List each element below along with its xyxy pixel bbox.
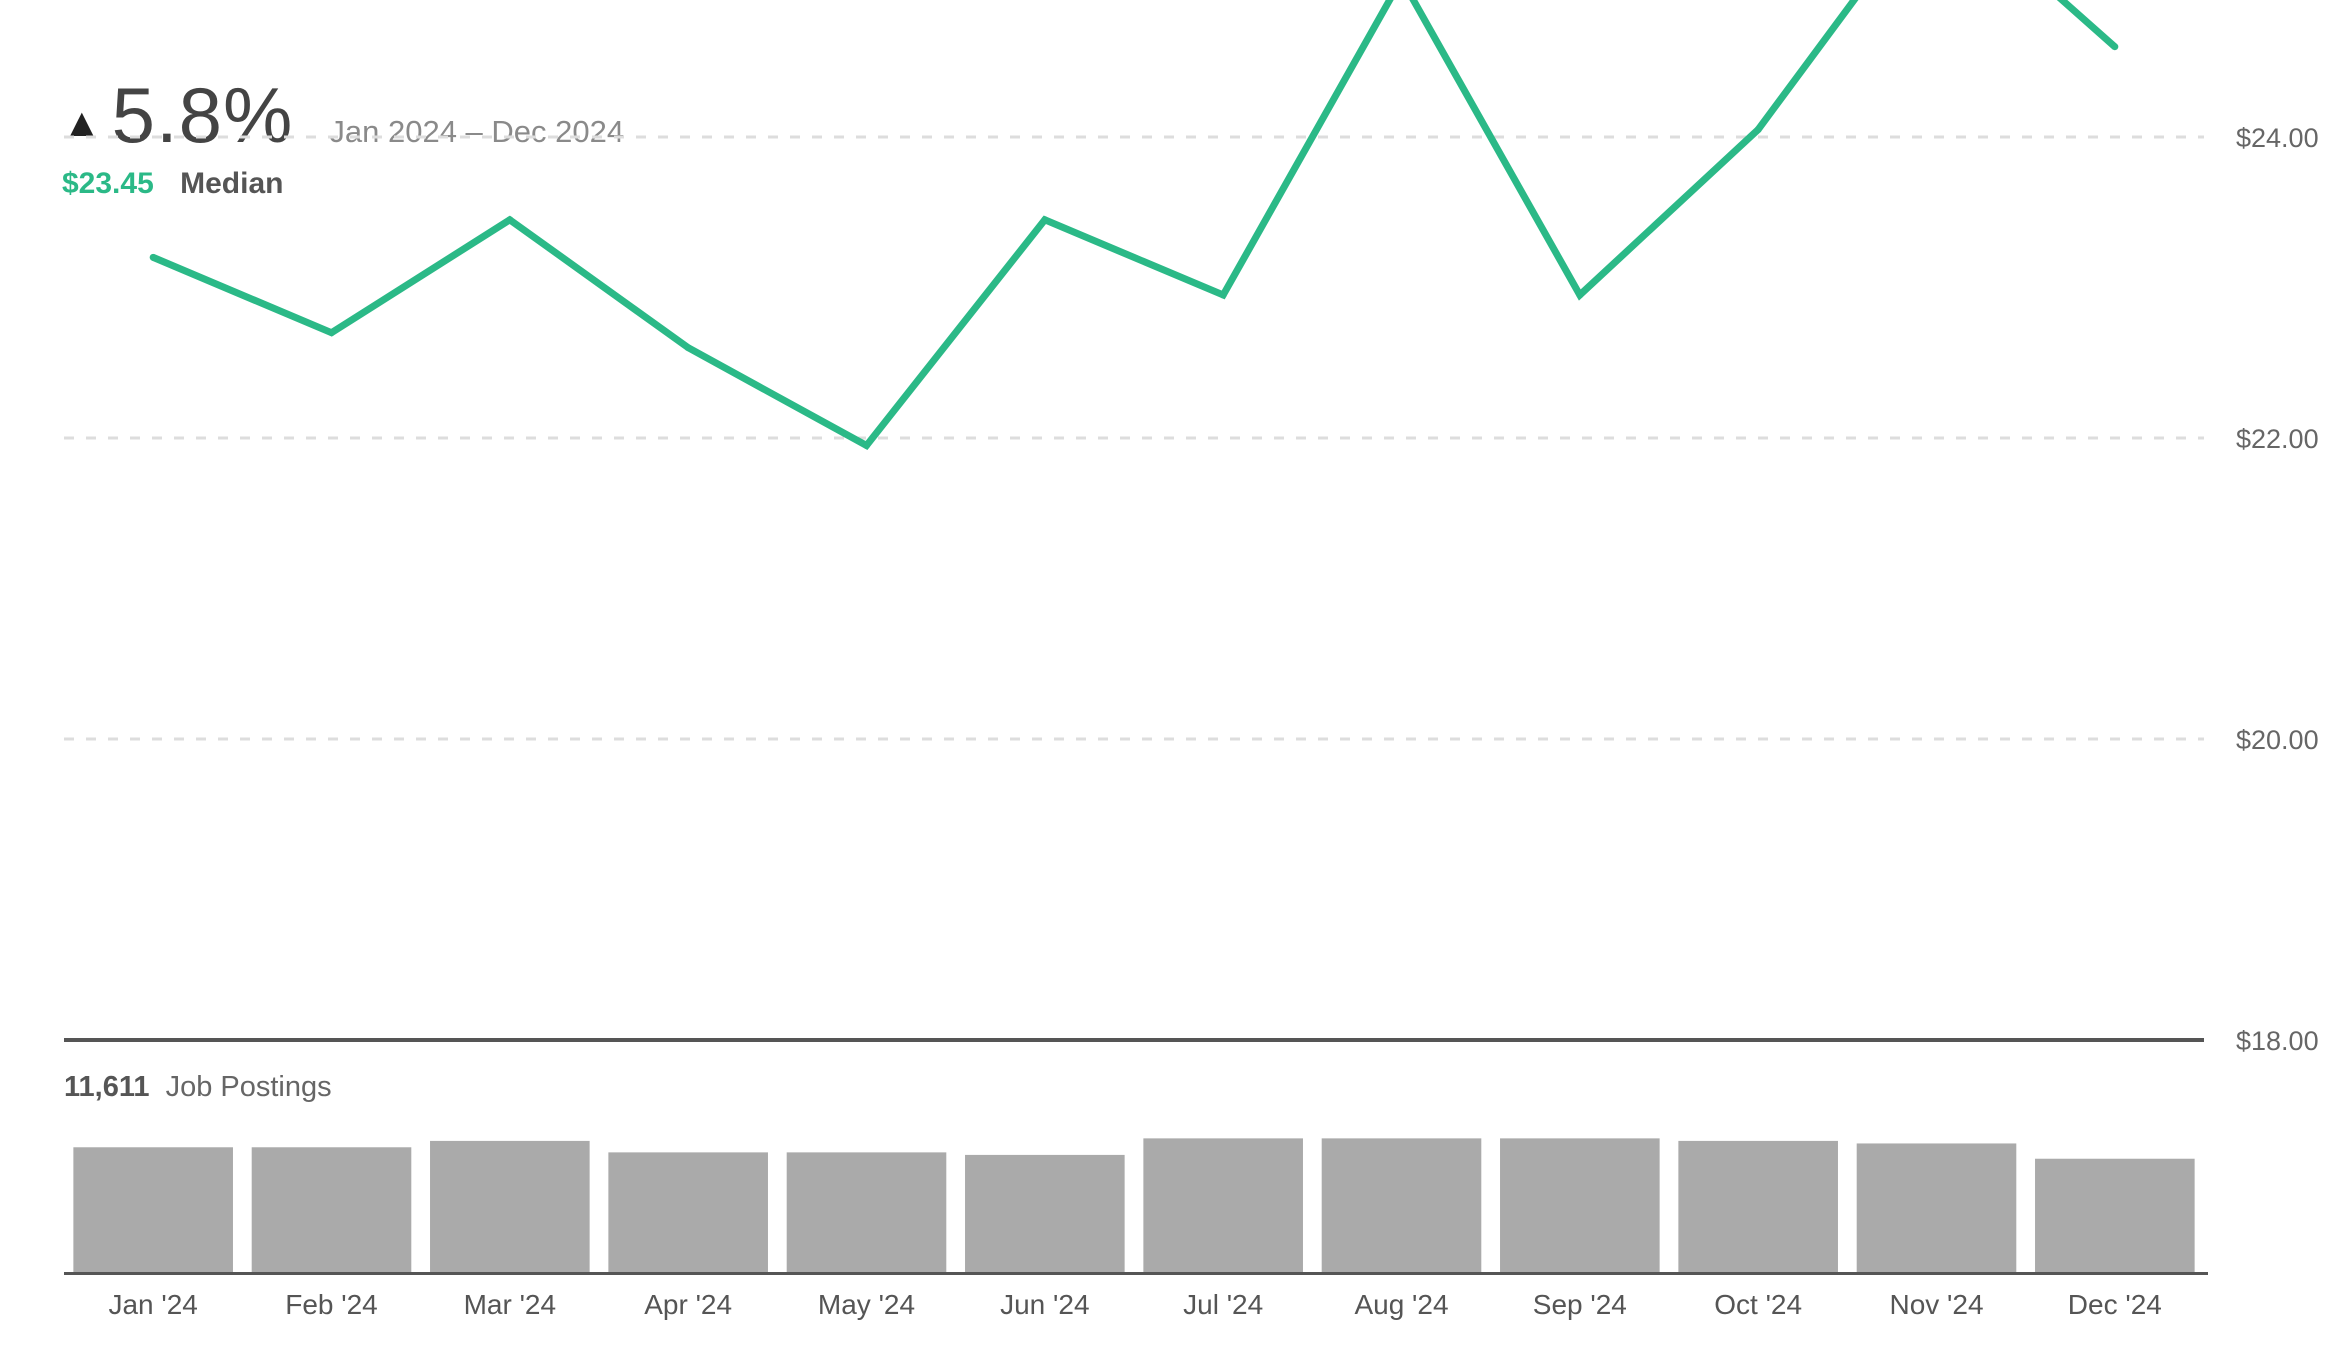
job-postings-bar [2035,1158,2195,1272]
job-postings-bar [1500,1138,1660,1272]
median-wage-point [1576,291,1584,299]
x-tick-label: Oct '24 [1714,1289,1802,1320]
x-axis-ticks: Jan '24 Feb '24 Mar '24 Apr '24 May '24 Jun '… [108,1289,2161,1320]
job-postings-bar [1856,1143,2017,1272]
job-postings-bar [1321,1138,1482,1272]
x-tick-label: Nov '24 [1889,1289,1983,1320]
job-postings-bar [1678,1140,1838,1272]
x-tick-label: Sep '24 [1533,1289,1627,1320]
x-tick-label: Aug '24 [1354,1289,1448,1320]
job-postings-bar [1143,1138,1303,1272]
y-tick-label: $20.00 [2236,725,2319,755]
median-wage-point [1219,291,1227,299]
x-tick-label: Jul '24 [1183,1289,1263,1320]
job-postings-bar [786,1152,947,1272]
x-tick-label: Jun '24 [1000,1289,1089,1320]
svg-text:11,611 Job Postings: 11,611 Job Postings [64,1071,332,1103]
median-wage-series-line [151,0,2118,450]
median-wage-line [149,0,2119,450]
date-range: Jan 2024 – Dec 2024 [329,114,625,149]
median-wage-point [2111,43,2119,51]
change-percent: 5.8% [111,71,294,159]
median-wage-point [328,329,335,337]
job-postings-label: Job Postings [166,1071,332,1103]
job-postings-title: 11,611 Job Postings [64,1071,332,1103]
gridlines [64,135,2204,1042]
y-tick-label: $22.00 [2236,424,2319,454]
median-wage-point [149,253,157,261]
y-axis-ticks: $18.00 $20.00 $22.00 $24.00 [2236,123,2319,1056]
x-tick-label: Mar '24 [464,1289,557,1320]
median-wage-point [1041,216,1049,224]
job-postings-bar [965,1154,1125,1272]
x-tick-label: Jan '24 [108,1289,197,1320]
y-tick-label: $18.00 [2236,1026,2319,1056]
x-tick-label: Apr '24 [644,1289,732,1320]
job-postings-bar [430,1140,590,1272]
job-postings-bars [64,1138,2208,1275]
median-label: Median [180,167,284,200]
job-postings-bar [608,1152,768,1272]
x-tick-label: Feb '24 [285,1289,378,1320]
median-value: $23.45 [62,167,154,200]
x-tick-label: May '24 [818,1289,915,1320]
median-wage-point [863,442,870,450]
job-postings-bar [251,1147,412,1272]
y-tick-label: $24.00 [2236,123,2319,153]
job-postings-count: 11,611 [64,1071,150,1103]
chart-header: ▲ 5.8% Jan 2024 – Dec 2024 $23.45 Median [62,70,624,201]
job-postings-bar [73,1147,233,1272]
median-wage-point [1754,125,1762,133]
median-wage-point [506,216,514,224]
median-wage-point [684,344,692,352]
x-tick-label: Dec '24 [2068,1289,2162,1320]
